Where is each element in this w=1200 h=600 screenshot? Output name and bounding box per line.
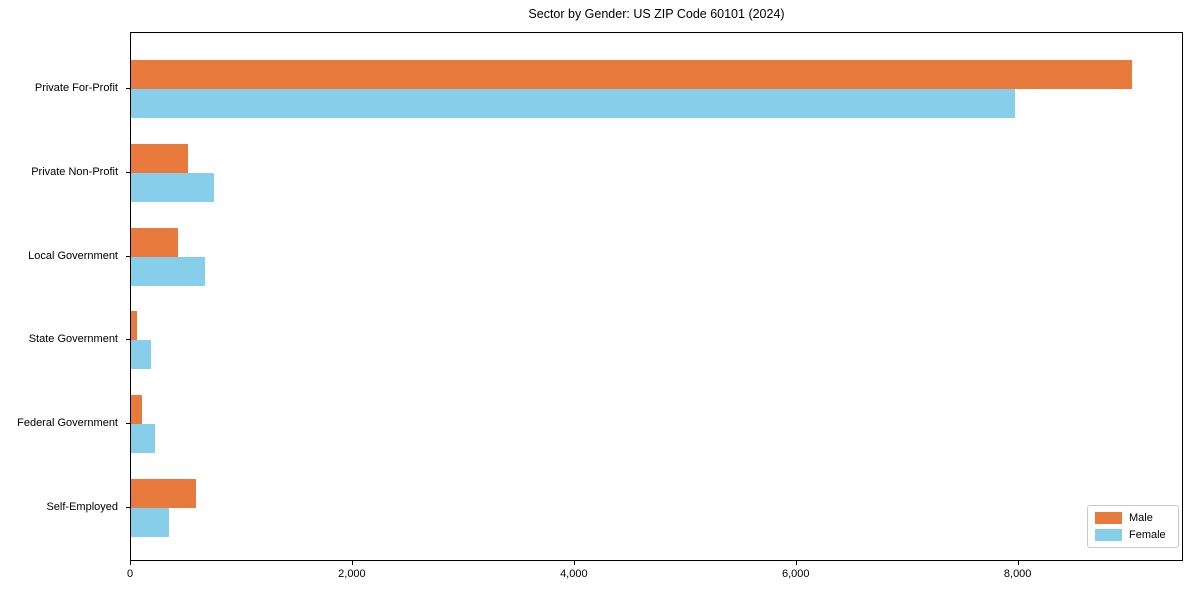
- bar-male-state-government: [131, 311, 138, 341]
- y-axis: Private For-Profit Private Non-Profit Loca…: [0, 32, 130, 561]
- bar-female-local-government: [131, 256, 205, 286]
- y-tick-label-local-government: Local Government: [28, 249, 118, 262]
- y-tick-label-federal-government: Federal Government: [17, 417, 118, 430]
- x-tick-mark-0: [130, 561, 131, 565]
- x-tick-label-2000: 2,000: [338, 568, 366, 580]
- x-axis: 0 2,000 4,000 6,000 8,000: [126, 561, 1183, 593]
- bar-female-self-employed: [131, 508, 169, 537]
- legend-label-female: Female: [1129, 529, 1166, 541]
- y-tick-mark-state-government: [126, 339, 130, 341]
- x-tick-label-6000: 6,000: [781, 568, 810, 580]
- y-tick-label-private-for-profit: Private For-Profit: [34, 82, 118, 94]
- y-tick-label-self-employed: Self-Employed: [46, 501, 118, 513]
- legend: Male Female: [1087, 505, 1179, 548]
- bar-male-federal-government: [131, 395, 143, 425]
- x-tick-mark-4000: [573, 561, 575, 565]
- x-tick-mark-2000: [351, 561, 353, 565]
- legend-swatch-female: [1095, 529, 1122, 541]
- bar-male-local-government: [131, 227, 179, 257]
- y-tick-mark-private-for-profit: [126, 88, 130, 89]
- bar-female-private-for-profit: [131, 89, 1015, 118]
- x-tick-mark-6000: [795, 561, 797, 565]
- x-tick-label-8000: 8,000: [1003, 568, 1032, 580]
- bar-male-private-for-profit: [131, 60, 1133, 89]
- y-tick-label-private-non-profit: Private Non-Profit: [31, 165, 118, 178]
- x-tick-mark-8000: [1017, 561, 1019, 565]
- bar-female-state-government: [131, 340, 151, 370]
- legend-swatch-male: [1095, 512, 1122, 524]
- y-tick-mark-local-government: [126, 255, 130, 257]
- plot-area: [130, 32, 1183, 561]
- y-tick-mark-self-employed: [126, 507, 130, 508]
- legend-item-male: Male: [1095, 512, 1171, 524]
- y-tick-label-state-government: State Government: [28, 333, 118, 346]
- x-tick-label-4000: 4,000: [560, 568, 588, 580]
- chart-title: Sector by Gender: US ZIP Code 60101 (202…: [528, 7, 785, 21]
- bar-female-federal-government: [131, 424, 155, 454]
- y-tick-mark-federal-government: [126, 423, 130, 425]
- bar-male-private-non-profit: [131, 143, 189, 173]
- bar-male-self-employed: [131, 479, 196, 508]
- x-tick-label-0: 0: [126, 568, 134, 580]
- bar-female-private-non-profit: [131, 172, 215, 202]
- legend-item-female: Female: [1095, 529, 1171, 541]
- y-tick-mark-private-non-profit: [126, 171, 130, 173]
- legend-label-male: Male: [1129, 512, 1153, 524]
